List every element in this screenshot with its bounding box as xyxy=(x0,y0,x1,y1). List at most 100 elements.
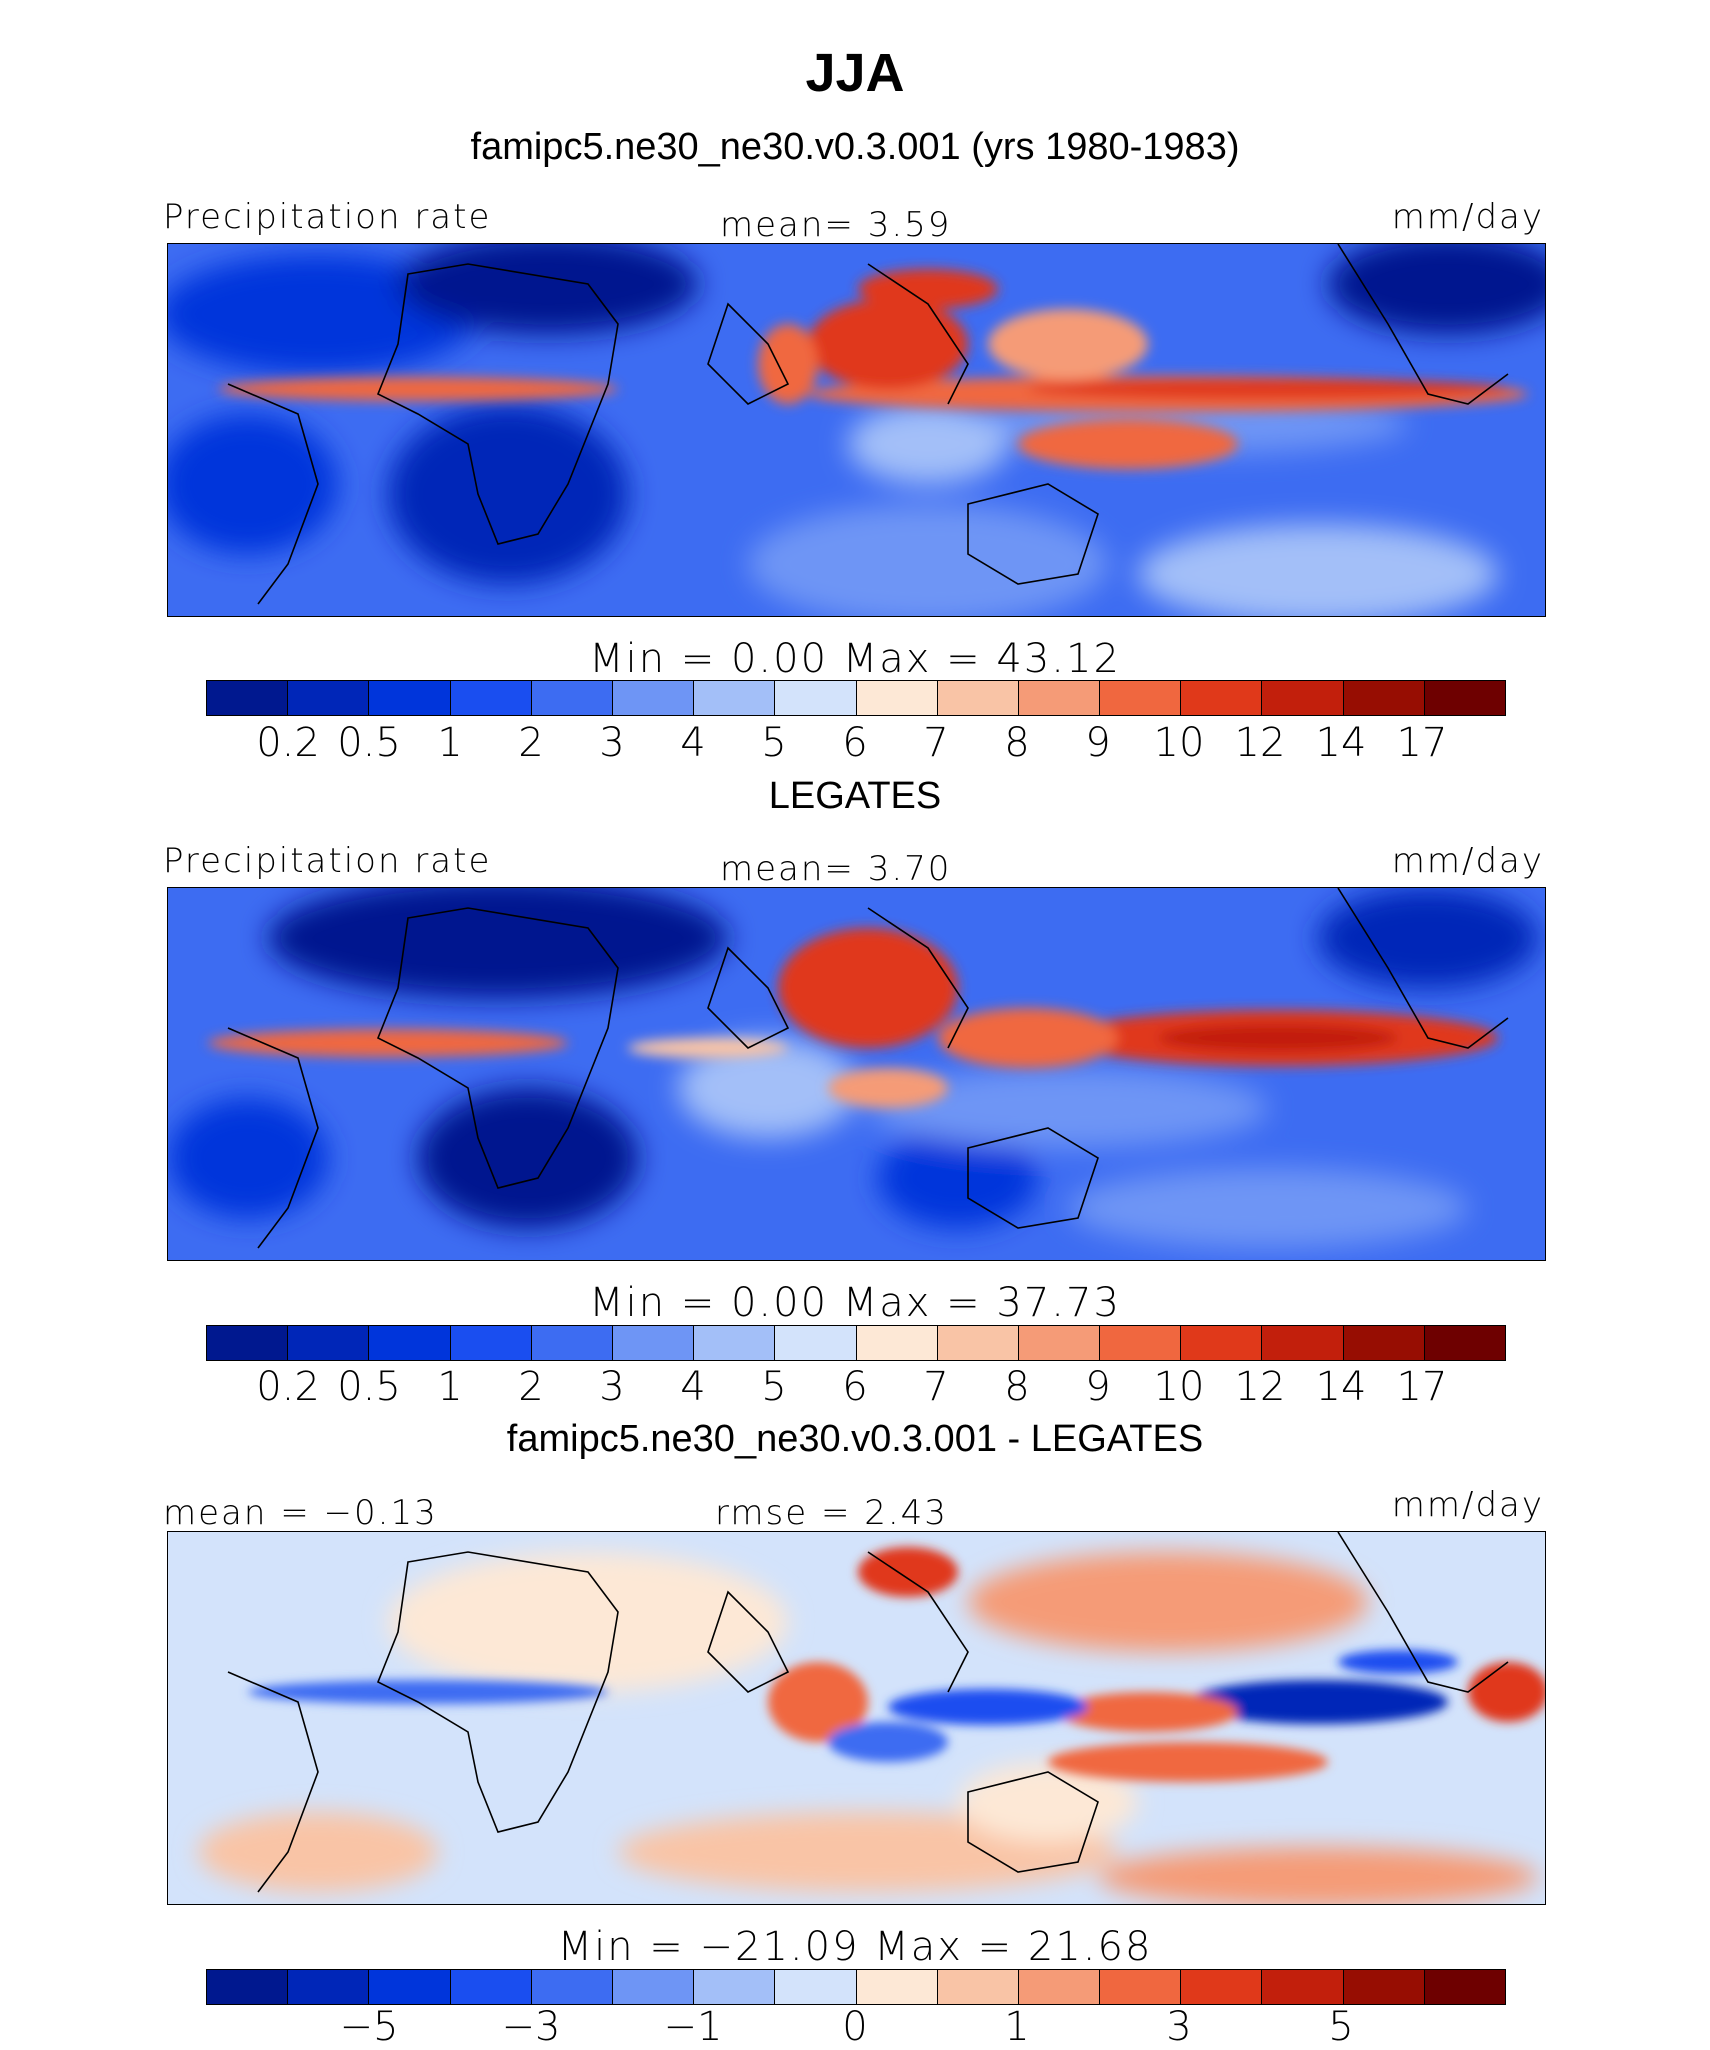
panel-1-tick: 8 xyxy=(1004,720,1030,766)
panel-2-map-field xyxy=(168,888,1545,1260)
panel-2-tick: 8 xyxy=(1004,1364,1030,1410)
panel-1-tick: 2 xyxy=(518,720,544,766)
colorbar-segment xyxy=(369,681,451,715)
panel-1-tick: 1 xyxy=(437,720,463,766)
colorbar-segment xyxy=(694,1970,776,2004)
panel-3-mean-label: mean = −0.13 xyxy=(163,1493,438,1533)
colorbar-segment xyxy=(288,681,370,715)
panel-1-tick: 9 xyxy=(1085,720,1111,766)
panel-2-tick: 2 xyxy=(518,1364,544,1410)
colorbar-segment xyxy=(1181,1326,1263,1360)
colorbar-segment xyxy=(207,1326,289,1360)
panel-1-coastlines xyxy=(227,244,1509,605)
colorbar-segment xyxy=(1343,1326,1425,1360)
colorbar-segment xyxy=(207,1970,289,2004)
panel-2-tick: 12 xyxy=(1234,1364,1286,1410)
colorbar-segment xyxy=(1424,1970,1505,2004)
colorbar-segment xyxy=(1343,681,1425,715)
panel-2-units-label: mm/day xyxy=(1391,841,1544,881)
panel-1-tick: 10 xyxy=(1153,720,1205,766)
panel-2-tick: 5 xyxy=(761,1364,787,1410)
panel-3-colorbar xyxy=(206,1969,1506,2005)
colorbar-segment xyxy=(937,681,1019,715)
colorbar-segment xyxy=(694,1326,776,1360)
panel-1-tick: 0.5 xyxy=(337,720,401,766)
panel-2-subtitle: LEGATES xyxy=(768,775,942,817)
colorbar-segment xyxy=(856,1326,938,1360)
colorbar-segment xyxy=(937,1326,1019,1360)
panel-1-tick: 6 xyxy=(842,720,868,766)
panel-2-map xyxy=(167,887,1546,1261)
colorbar-segment xyxy=(856,1970,938,2004)
colorbar-segment xyxy=(856,681,938,715)
colorbar-segment xyxy=(369,1326,451,1360)
panel-2-tick: 0.2 xyxy=(256,1364,320,1410)
panel-3-tick: −3 xyxy=(501,2004,561,2050)
colorbar-segment xyxy=(1262,1326,1344,1360)
panel-3-tick: 3 xyxy=(1166,2004,1192,2050)
colorbar-segment xyxy=(1100,1970,1182,2004)
panel-3-coastlines xyxy=(227,1532,1509,1893)
panel-2-variable-label: Precipitation rate xyxy=(163,841,492,881)
colorbar-segment xyxy=(450,681,532,715)
panel-3-tick: 0 xyxy=(842,2004,868,2050)
colorbar-segment xyxy=(207,681,289,715)
colorbar-segment xyxy=(1181,1970,1263,2004)
panel-3-map xyxy=(167,1531,1546,1905)
panel-3-tick: −5 xyxy=(339,2004,399,2050)
panel-2-tick: 10 xyxy=(1153,1364,1205,1410)
panel-1-minmax: Min = 0.00 Max = 43.12 xyxy=(589,636,1121,682)
colorbar-segment xyxy=(369,1970,451,2004)
panel-2-minmax: Min = 0.00 Max = 37.73 xyxy=(589,1280,1121,1326)
panel-1-tick: 4 xyxy=(680,720,706,766)
panel-2-tick: 9 xyxy=(1085,1364,1111,1410)
colorbar-segment xyxy=(775,681,857,715)
colorbar-segment xyxy=(1100,681,1182,715)
colorbar-segment xyxy=(1424,1326,1505,1360)
panel-2-tick: 1 xyxy=(437,1364,463,1410)
colorbar-segment xyxy=(531,681,613,715)
panel-3-rmse-label: rmse = 2.43 xyxy=(715,1493,948,1533)
colorbar-segment xyxy=(288,1970,370,2004)
panel-2-tick: 3 xyxy=(599,1364,625,1410)
panel-1-tick: 0.2 xyxy=(256,720,320,766)
panel-2-tick: 4 xyxy=(680,1364,706,1410)
colorbar-segment xyxy=(1018,1970,1101,2004)
colorbar-segment xyxy=(450,1970,532,2004)
panel-1-mean-label: mean= 3.59 xyxy=(720,205,952,245)
panel-1-tick: 3 xyxy=(599,720,625,766)
panel-2-coastlines xyxy=(227,888,1509,1249)
colorbar-segment xyxy=(694,681,776,715)
colorbar-segment xyxy=(612,681,695,715)
panel-1-map xyxy=(167,243,1546,617)
panel-3-tick: 1 xyxy=(1004,2004,1030,2050)
colorbar-segment xyxy=(531,1326,613,1360)
colorbar-segment xyxy=(937,1970,1019,2004)
panel-2-mean-label: mean= 3.70 xyxy=(720,849,952,889)
colorbar-segment xyxy=(1424,681,1505,715)
panel-3-subtitle: famipc5.ne30_ne30.v0.3.001 - LEGATES xyxy=(506,1418,1204,1460)
panel-1-units-label: mm/day xyxy=(1391,197,1544,237)
panel-3-tick: −1 xyxy=(663,2004,723,2050)
panel-1-colorbar xyxy=(206,680,1506,716)
colorbar-segment xyxy=(1343,1970,1425,2004)
panel-2-colorbar xyxy=(206,1325,1506,1361)
colorbar-segment xyxy=(612,1970,695,2004)
panel-1-tick: 5 xyxy=(761,720,787,766)
colorbar-segment xyxy=(1018,1326,1101,1360)
panel-1-tick: 12 xyxy=(1234,720,1286,766)
panel-3-units-label: mm/day xyxy=(1391,1485,1544,1525)
panel-1-map-field xyxy=(168,244,1545,616)
colorbar-segment xyxy=(775,1970,857,2004)
panel-2-tick: 6 xyxy=(842,1364,868,1410)
panel-3-minmax: Min = −21.09 Max = 21.68 xyxy=(557,1924,1153,1970)
panel-2-tick: 0.5 xyxy=(337,1364,401,1410)
colorbar-segment xyxy=(531,1970,613,2004)
panel-1-tick: 17 xyxy=(1396,720,1448,766)
panel-1-subtitle: famipc5.ne30_ne30.v0.3.001 (yrs 1980-198… xyxy=(470,126,1240,168)
colorbar-segment xyxy=(1262,681,1344,715)
panel-2-tick: 17 xyxy=(1396,1364,1448,1410)
panel-3-map-field xyxy=(168,1532,1545,1904)
figure-title: JJA xyxy=(805,43,905,103)
panel-2-tick: 7 xyxy=(923,1364,949,1410)
